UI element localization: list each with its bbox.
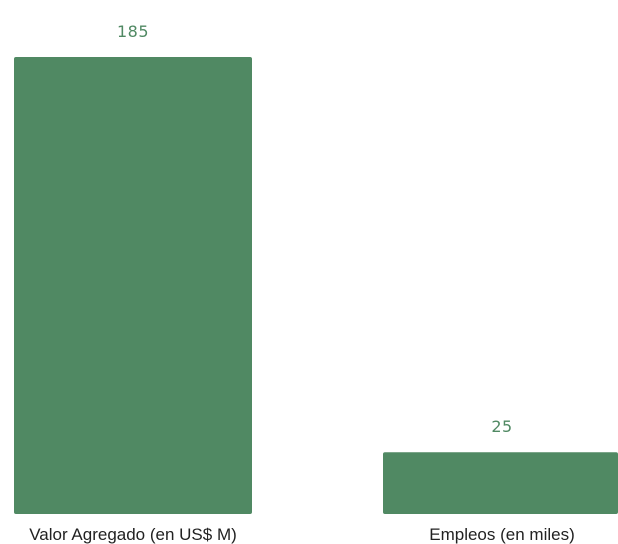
value-labels-layer: 185 25: [117, 22, 512, 436]
category-labels-layer: Valor Agregado (en US$ M) Empleos (en mil…: [29, 525, 575, 544]
category-label-2: Empleos (en miles): [429, 525, 575, 544]
bars-layer: [14, 57, 618, 514]
category-label-1: Valor Agregado (en US$ M): [29, 525, 237, 544]
bar-1: [14, 57, 252, 514]
value-label-2: 25: [491, 417, 512, 436]
value-label-1: 185: [117, 22, 149, 41]
bar-2: [383, 452, 618, 514]
